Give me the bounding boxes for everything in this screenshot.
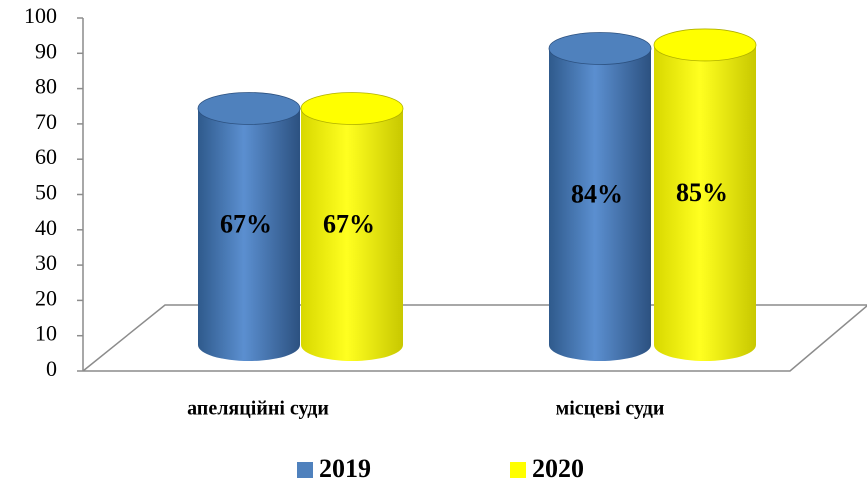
y-tick-label: 20 <box>35 285 57 310</box>
y-tick-label: 50 <box>35 180 57 205</box>
data-label: 67% <box>220 210 272 239</box>
bar <box>548 32 652 361</box>
y-tick-label: 70 <box>35 109 57 134</box>
y-tick-label: 10 <box>35 321 57 346</box>
y-tick-label: 90 <box>35 38 57 63</box>
y-tick-label: 100 <box>24 3 57 28</box>
y-tick-label: 80 <box>35 74 57 99</box>
data-label: 67% <box>323 210 375 239</box>
y-tick-label: 60 <box>35 144 57 169</box>
x-tick-label: апеляційні суди <box>187 398 329 420</box>
legend-swatch <box>297 462 313 478</box>
y-tick-label: 0 <box>46 356 57 381</box>
bar <box>300 92 404 362</box>
bar <box>653 28 757 361</box>
data-label: 84% <box>571 180 623 209</box>
y-tick-label: 30 <box>35 250 57 275</box>
x-tick-label: місцеві суди <box>556 398 665 420</box>
data-label: 85% <box>676 178 728 207</box>
bar <box>197 92 301 362</box>
legend-swatch <box>510 462 526 478</box>
y-tick-label: 40 <box>35 215 57 240</box>
legend-label: 2019 <box>319 454 371 483</box>
legend-label: 2020 <box>532 454 584 483</box>
